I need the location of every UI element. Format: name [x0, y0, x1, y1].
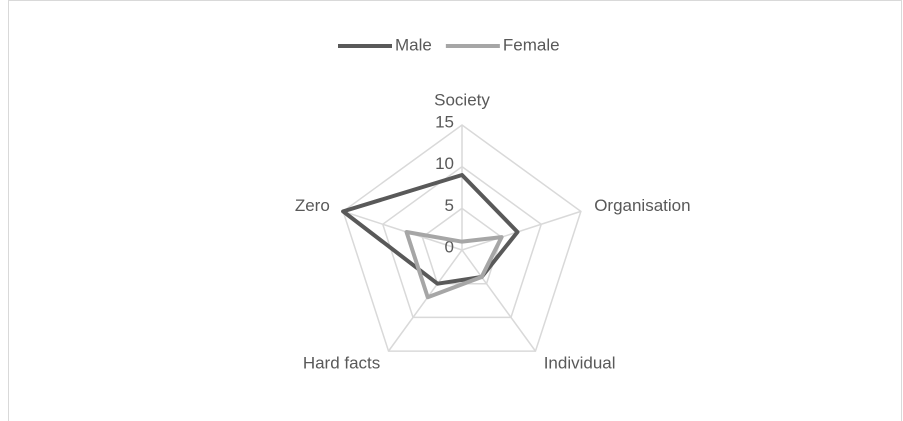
y-tick-label: 15 [435, 112, 454, 131]
category-label: Zero [295, 196, 330, 215]
series-line [341, 173, 520, 286]
chart-frame [8, 0, 902, 421]
axis-spoke [342, 210, 463, 251]
category-label: Individual [544, 354, 616, 373]
series-line [404, 229, 504, 300]
grid-line [381, 165, 543, 319]
y-tick-label: 5 [445, 196, 454, 215]
axis-spoke [387, 249, 463, 352]
legend-label: Male [395, 35, 432, 54]
axis-spoke [461, 249, 537, 352]
category-label: Society [434, 90, 490, 109]
legend-label: Female [503, 35, 560, 54]
axis-spoke [461, 210, 582, 251]
grid-line [342, 124, 582, 352]
y-tick-label: 10 [435, 154, 454, 173]
category-label: Organisation [594, 196, 690, 215]
category-label: Hard facts [303, 354, 380, 373]
y-tick-label: 0 [445, 237, 454, 256]
